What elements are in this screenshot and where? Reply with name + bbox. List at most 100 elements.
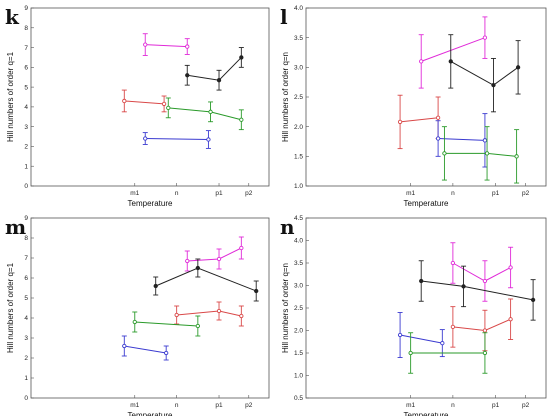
y-tick-label: 4.5	[294, 215, 303, 222]
data-point	[397, 332, 403, 338]
data-point	[448, 59, 453, 64]
series-4	[121, 335, 169, 361]
data-point	[514, 154, 519, 159]
x-axis-label: Temperature	[128, 411, 173, 416]
series-line	[124, 345, 167, 354]
y-tick-label: 3	[24, 335, 28, 342]
data-point	[153, 283, 158, 289]
data-point	[461, 284, 466, 289]
y-tick-label: 4.0	[294, 238, 303, 245]
series-1	[418, 260, 536, 321]
series-1	[153, 258, 259, 302]
data-point	[442, 151, 447, 156]
x-tick-label: n	[175, 402, 179, 409]
series-line	[145, 138, 209, 141]
data-point	[397, 119, 403, 125]
y-tick-label: 2	[24, 144, 28, 151]
plot-frame	[305, 7, 547, 187]
y-tick-label: 2.5	[294, 94, 303, 101]
data-point	[239, 55, 244, 60]
y-tick-label: 6	[24, 275, 28, 282]
y-tick-label: 3.5	[294, 260, 303, 267]
y-tick-label: 6	[24, 65, 28, 72]
data-point	[143, 136, 148, 141]
panel-label: l	[280, 5, 288, 29]
panel-label: k	[5, 5, 20, 29]
data-point	[143, 42, 148, 47]
data-point	[515, 65, 521, 70]
y-tick-label: 0	[24, 395, 28, 402]
y-tick-label: 2.0	[294, 124, 303, 131]
x-tick-label: p1	[492, 402, 500, 409]
data-point	[216, 78, 222, 83]
series-line	[444, 152, 517, 157]
series-line	[155, 267, 257, 292]
panel-m: 0 1 2 3 4 5 6 7 8 9 m1 n p1 p2 Temperature Hill numbers…	[5, 215, 270, 416]
y-tick-label: 1.5	[294, 350, 303, 357]
data-point	[195, 265, 200, 271]
series-0	[418, 16, 488, 89]
data-point	[185, 73, 190, 78]
y-tick-label: 1.0	[294, 373, 303, 380]
panel-label: n	[280, 215, 295, 239]
data-point	[239, 245, 244, 251]
data-point	[122, 98, 127, 104]
x-tick-label: n	[451, 402, 455, 409]
y-tick-label: 9	[24, 215, 28, 222]
data-point	[239, 117, 244, 122]
y-tick-label: 1.0	[294, 183, 303, 190]
data-point	[166, 105, 171, 111]
data-point	[450, 324, 456, 330]
x-tick-label: p1	[492, 190, 500, 197]
plot-frame	[305, 217, 547, 399]
x-axis-label: Temperature	[128, 199, 173, 208]
series-line	[421, 280, 534, 301]
data-point	[508, 317, 513, 322]
data-point	[482, 278, 488, 284]
y-tick-label: 0	[24, 183, 28, 190]
series-3	[132, 311, 201, 337]
data-point	[195, 323, 200, 329]
data-point	[185, 44, 190, 49]
x-tick-label: p2	[522, 190, 530, 197]
x-tick-label: p1	[215, 190, 223, 197]
y-tick-label: 7	[24, 45, 28, 52]
y-tick-label: 2.5	[294, 305, 303, 312]
series-line	[134, 321, 198, 327]
x-tick-label: n	[451, 190, 455, 197]
series-3	[397, 312, 445, 358]
data-point	[482, 35, 488, 40]
panel-k: 0 1 2 3 4 5 6 7 8 9 m1 n p1 p2 Temperature Hill numbers…	[5, 5, 270, 208]
x-tick-label: n	[175, 190, 179, 197]
y-tick-label: 0.5	[294, 395, 303, 402]
data-point	[161, 101, 167, 107]
x-tick-label: p2	[245, 402, 253, 409]
x-tick-label: m1	[406, 402, 415, 409]
y-tick-label: 8	[24, 25, 28, 32]
data-point	[164, 350, 169, 356]
series-2	[174, 301, 244, 327]
data-point	[491, 82, 496, 88]
y-tick-label: 2.0	[294, 328, 303, 335]
x-tick-label: m1	[130, 402, 139, 409]
data-point	[185, 258, 190, 264]
x-tick-label: p2	[245, 190, 253, 197]
y-tick-label: 1	[24, 163, 28, 170]
data-point	[122, 343, 127, 349]
plot-frame	[30, 7, 270, 187]
data-point	[508, 265, 513, 270]
x-tick-label: m1	[130, 190, 139, 197]
y-axis-label: Hill numbers of order q=n	[281, 263, 290, 353]
y-tick-label: 9	[24, 5, 28, 12]
data-point	[208, 109, 213, 114]
x-tick-label: p2	[522, 402, 530, 409]
data-point	[440, 340, 445, 346]
y-tick-label: 7	[24, 255, 28, 262]
series-line	[168, 107, 242, 121]
data-point	[408, 350, 413, 356]
series-line	[400, 117, 439, 123]
data-point	[254, 288, 259, 294]
y-tick-label: 3.0	[294, 65, 303, 72]
series-4	[408, 332, 488, 374]
